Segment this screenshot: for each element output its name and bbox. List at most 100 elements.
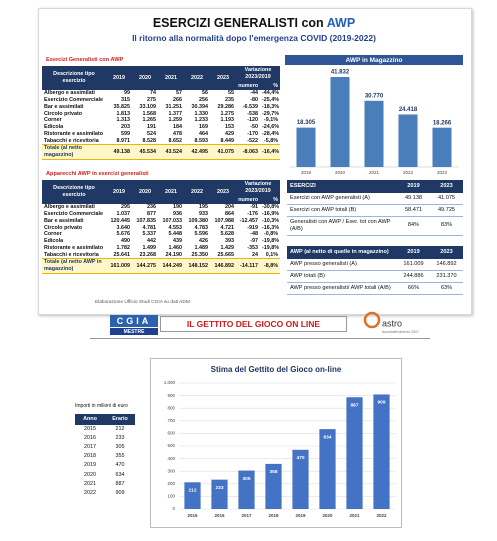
bar: [398, 114, 418, 167]
bar: [211, 479, 228, 509]
bar: [319, 429, 336, 509]
data-label: 41.832: [331, 70, 350, 76]
table-cell: 393: [225, 238, 234, 244]
table-cell: Corner: [44, 231, 62, 238]
table-cell: 49.725: [430, 204, 463, 217]
table-cell: 99: [124, 90, 130, 97]
table-cell: -8.063: [236, 144, 260, 160]
bar: [238, 470, 255, 509]
table-cell: 8.652: [168, 137, 183, 144]
table-wrap: Descrizione tipo esercizio 2019 2020 2021 20…: [42, 66, 280, 160]
bar: [184, 482, 201, 509]
table-cell: -0,8%: [263, 231, 278, 238]
divider: [90, 338, 430, 339]
table-row: Ristorante e assimilato 599 524 478 464 429 -1…: [42, 131, 280, 138]
table-cell: 109.380: [188, 217, 209, 224]
table-row: Circolo privato 3.640 4.781 4.553 4.783 4.721…: [42, 225, 280, 232]
table-cell: Albergo e assimilati: [44, 90, 95, 97]
table-row: 2022 909: [75, 489, 135, 498]
table-cell: Circolo privato: [44, 224, 83, 231]
table-cell: 1.265: [142, 117, 157, 124]
data-label: 358: [269, 469, 277, 475]
table-cell: -176: [247, 211, 258, 217]
table-row: 2019 470: [75, 461, 135, 470]
logo-box: [110, 315, 158, 327]
table-row: AWP presso generalisti/ AWP totali (A/B)…: [287, 282, 463, 295]
table-cell: 478: [173, 130, 182, 137]
table-wrap: AWP (al netto di quelle in magazzino) 201…: [287, 246, 463, 295]
x-tick-label: 2021: [349, 513, 360, 518]
table-row: 2021 887: [75, 480, 135, 489]
y-tick-label: 100: [167, 494, 175, 499]
table-cell: 1.568: [142, 110, 157, 117]
table-cell: -919: [247, 224, 258, 231]
table-cell: 55: [228, 90, 234, 97]
table-wrap: Anno Erario 2015 212 2016 233 2017 305 2018 355 20…: [75, 414, 135, 498]
table-cell: 29.286: [217, 103, 235, 110]
bar: [373, 394, 390, 509]
table-cell: 4.783: [194, 224, 209, 231]
table-cell: 275: [147, 97, 156, 103]
bar: [364, 100, 384, 167]
table-cell: 1.275: [220, 110, 235, 117]
header-cell: 2020: [132, 180, 158, 205]
header-cell: 2019: [397, 246, 430, 259]
header-cell: 2023: [210, 180, 236, 205]
table-cell: 936: [173, 211, 182, 217]
table-cell: 2019: [84, 462, 96, 469]
table-cell: -19,8%: [262, 238, 280, 244]
table-row: Totale (al netto AWP in magazzino) 161.00…: [42, 258, 280, 274]
table-cell: 256: [199, 97, 208, 103]
table-cell: 8.971: [116, 137, 131, 144]
y-tick-label: 0: [172, 506, 175, 511]
data-label: 887: [350, 403, 358, 409]
bar: [330, 77, 350, 167]
header-row: ESERCIZI 2019 2023: [287, 180, 463, 193]
table-cell: 33.109: [139, 103, 157, 110]
table-cell: Esercizi con AWP generalisti (A): [287, 192, 397, 205]
table-cell: 236: [147, 204, 156, 211]
table-row: Tabacchi e ricevitoria 25.641 23.268 24.190…: [42, 252, 280, 259]
table-cell: 24.190: [165, 251, 183, 258]
x-tick-label: 2015: [187, 513, 198, 518]
table-cell: 1.782: [116, 244, 131, 251]
logo-right: astro Assotrattenimento 2007: [363, 311, 419, 334]
table-cell: 1.377: [168, 110, 183, 117]
table-cell: -538: [247, 110, 258, 117]
table-cell: 233: [115, 435, 125, 442]
table-cell: -16,9%: [262, 211, 280, 217]
table-cell: 426: [199, 238, 208, 244]
table-cell: -16,4%: [260, 144, 280, 160]
table-cell: 442: [147, 238, 156, 244]
table-cell: -16,3%: [262, 224, 280, 231]
table-cell: 35.825: [113, 103, 131, 110]
table-cell: -24,6%: [262, 124, 280, 130]
bar: [265, 463, 282, 509]
chart-title: Stima del Gettito del Gioco on-line: [211, 365, 342, 374]
table-cell: 56: [202, 90, 208, 97]
logo-sub: Assotrattenimento 2007: [382, 330, 419, 334]
header-cell: 2023: [430, 246, 463, 259]
table-cell: 25.665: [217, 251, 235, 258]
table-cell: 235: [225, 97, 234, 103]
table-row: 2017 305: [75, 443, 135, 452]
data-table: Descrizione tipo esercizio 2019 2020 2021 20…: [42, 180, 280, 274]
slide-title: ESERCIZI GENERALISTI con AWP: [38, 16, 470, 30]
table-cell: Esercizio Commerciale: [44, 211, 104, 217]
data-label: 634: [323, 434, 331, 440]
table-cell: 266: [173, 97, 182, 103]
x-tick-label: 2023: [437, 170, 448, 175]
table-cell: Ristorante e assimilato: [44, 244, 104, 251]
table-cell: -28,4%: [262, 130, 280, 137]
subheader-cell: numero: [236, 195, 260, 205]
table-cell: 107.988: [214, 217, 235, 224]
table-cell: 2018: [84, 453, 96, 460]
table-cell: 144.249: [158, 258, 184, 274]
x-tick-label: 2022: [376, 513, 387, 518]
table-cell: -120: [247, 117, 258, 124]
header-cell: Descrizione tipo esercizio: [42, 180, 106, 205]
table-cell: 0,1%: [265, 251, 278, 258]
table-cell: Bar e assimilati: [44, 103, 84, 110]
data-label: 470: [296, 455, 304, 461]
y-tick-label: 1.000: [164, 380, 176, 385]
